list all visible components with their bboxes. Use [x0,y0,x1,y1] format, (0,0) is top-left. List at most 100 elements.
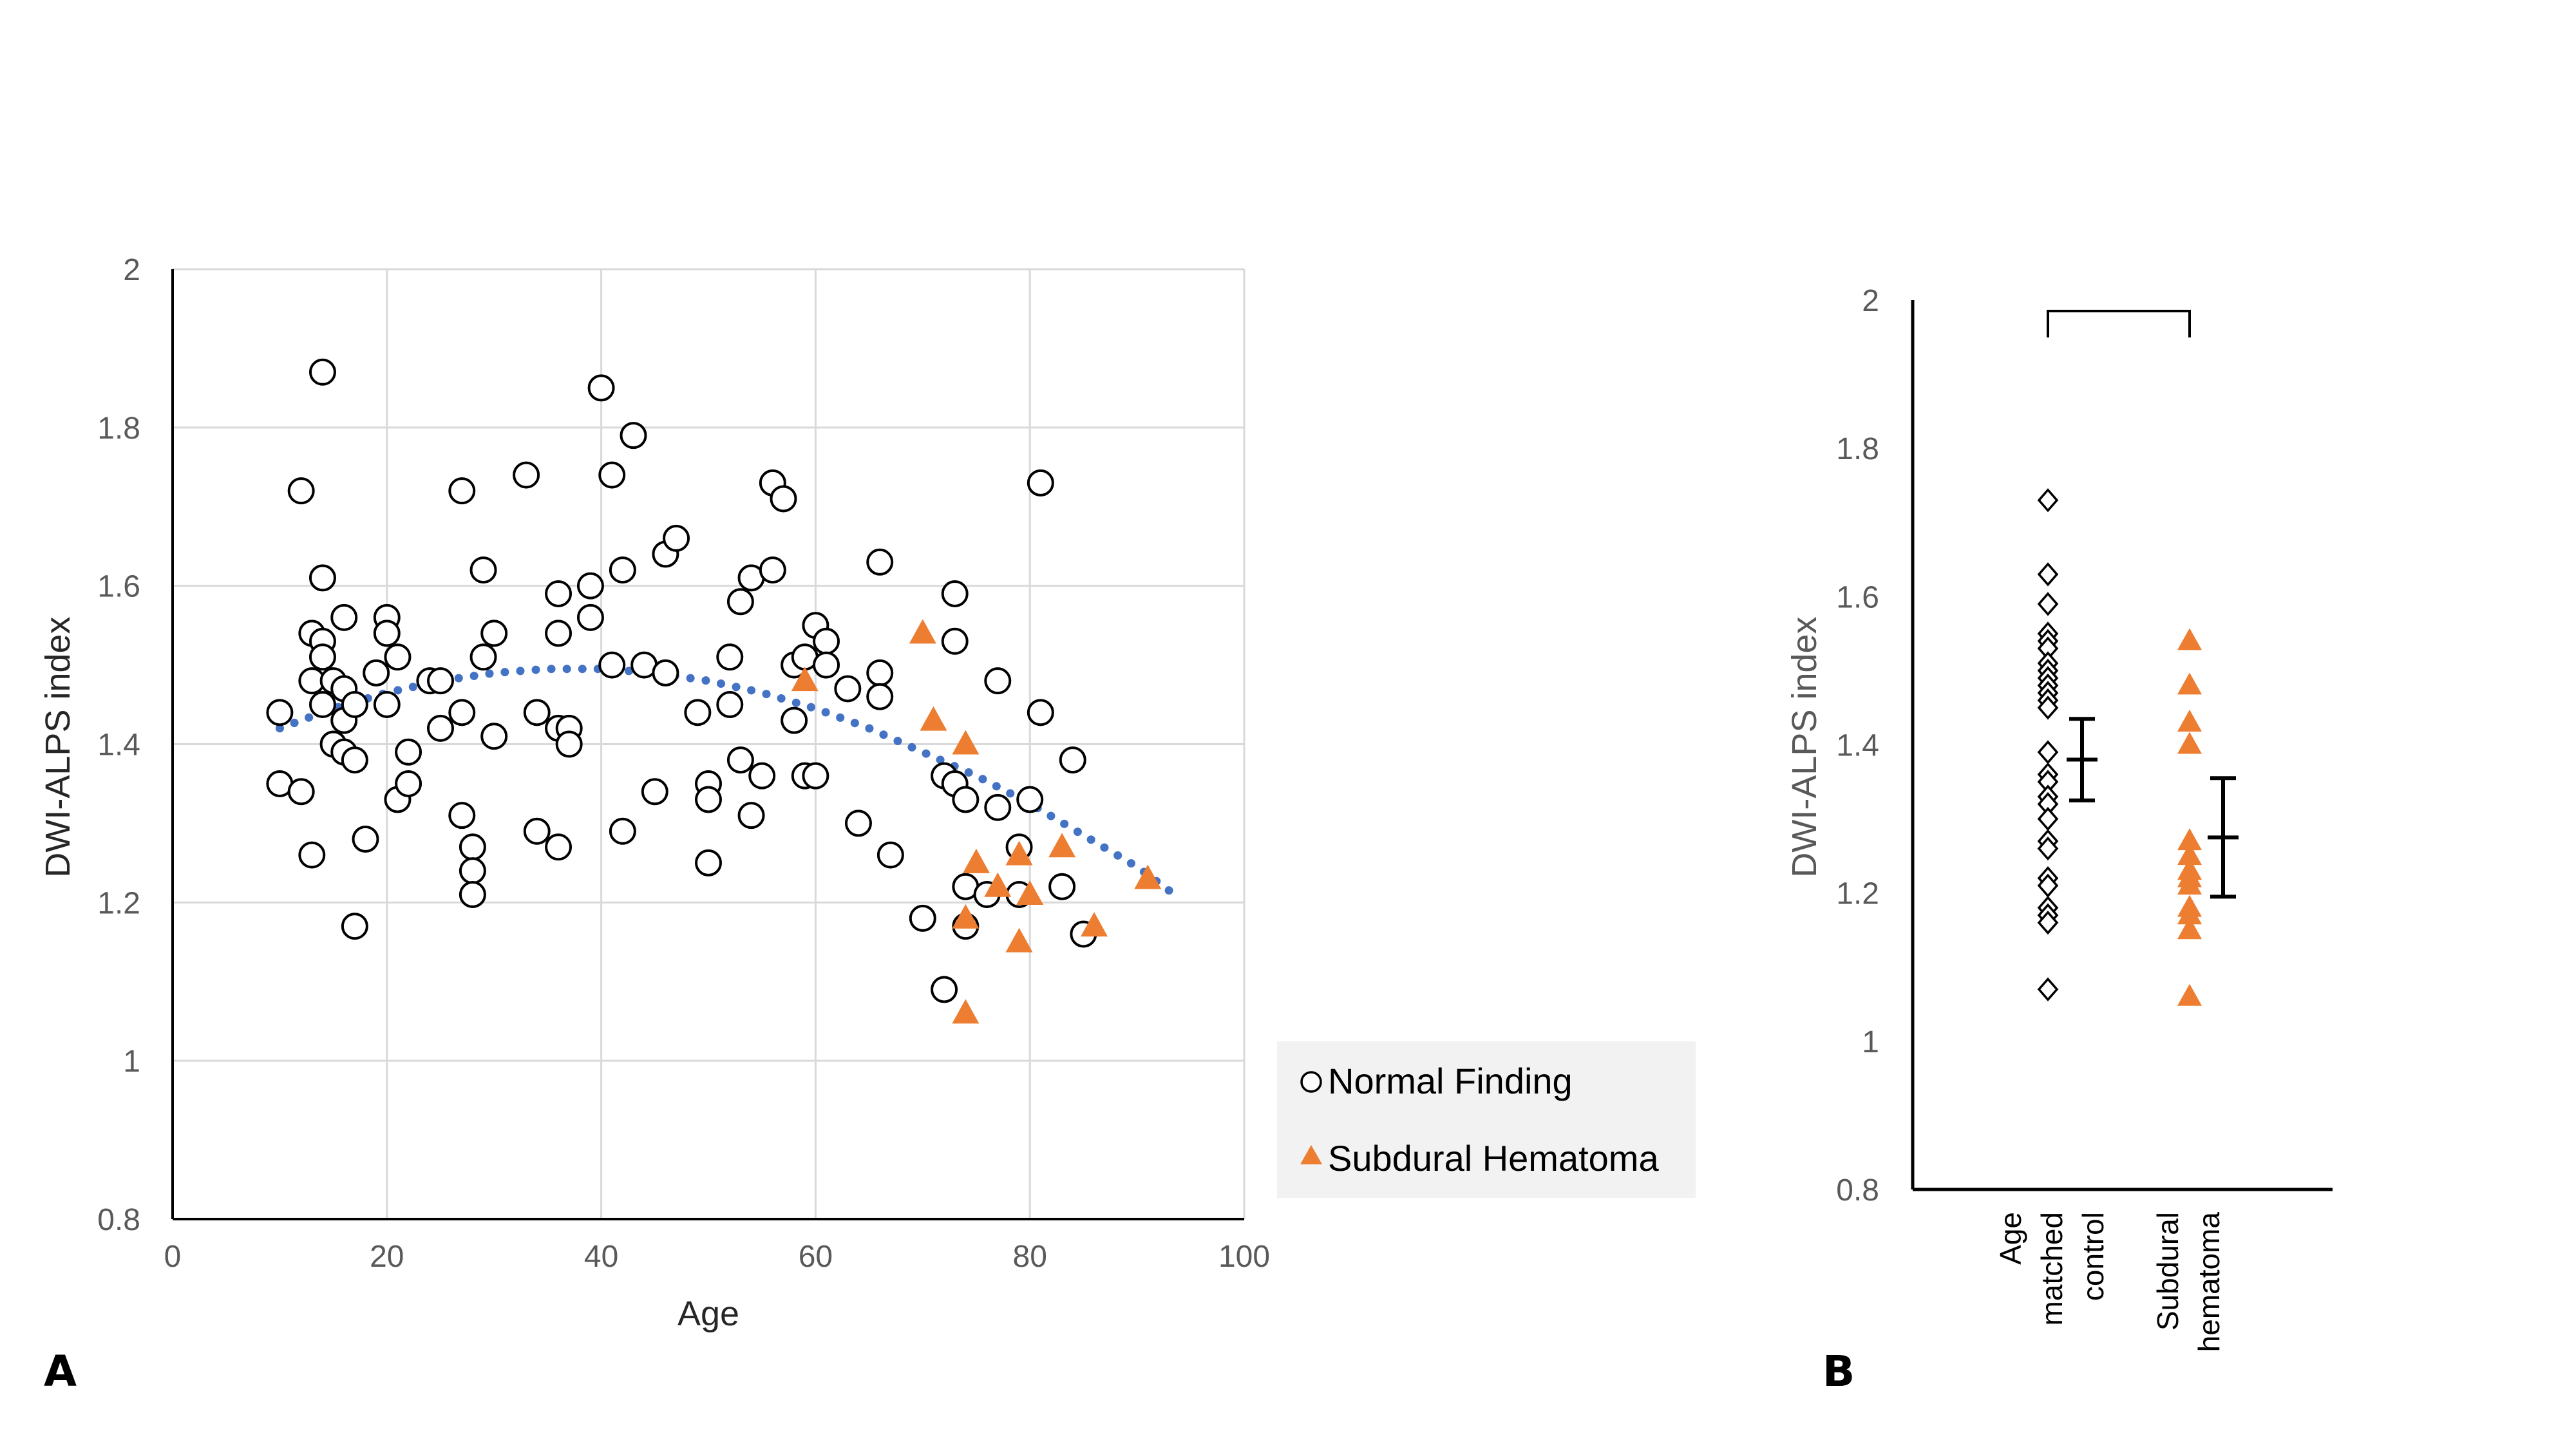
normal-finding-point [341,691,368,719]
subdural-hematoma-point [1005,927,1033,952]
normal-finding-point [737,802,765,829]
panel-b-chart: 0.8 1 1.2 1.4 1.6 1.8 2 DWI-ALPS index Age matc… [1785,284,2333,1352]
normal-finding-point [448,699,476,726]
subdural-hematoma-point [952,730,980,755]
x-tick-label: 80 [1013,1240,1047,1274]
normal-finding-point [459,857,486,885]
normal-finding-point [587,374,615,402]
normal-finding-point [287,477,315,505]
normal-finding-point [395,738,422,766]
x-tick-label: 0 [164,1240,182,1274]
hematoma-point [2177,828,2202,851]
legend: Normal Finding Subdural Hematoma [1277,1041,1696,1198]
control-point [2037,740,2059,764]
normal-finding-point [716,691,744,719]
normal-finding-point [598,651,626,679]
normal-finding-point [813,627,840,655]
control-point [2037,562,2059,587]
normal-finding-point [448,802,476,829]
panel-b-age-matched-control-points [2037,488,2059,1001]
hematoma-point [2177,902,2202,925]
normal-finding-point [684,699,712,726]
y-tick-label: 0.8 [97,1203,140,1237]
normal-finding-point [555,730,583,758]
normal-finding-point [813,651,840,679]
hematoma-point [2177,843,2202,866]
subdural-hematoma-point [1048,833,1076,858]
normal-finding-point [308,358,336,386]
panel-b-y-tick-label: 1.2 [1836,877,1879,911]
control-point [2037,977,2059,1001]
control-point [2037,488,2059,513]
normal-finding-point [352,826,379,853]
legend-label-normal-finding: Normal Finding [1328,1061,1573,1101]
normal-finding-point [931,976,958,1003]
subdural-hematoma-point [1134,864,1162,889]
x-tick-label: 20 [370,1240,404,1274]
panel-b-y-tick-label: 1.8 [1836,432,1879,466]
normal-finding-point [363,659,390,687]
subdural-hematoma-point [952,999,980,1024]
y-tick-label: 1.6 [97,570,140,604]
y-tick-label: 1.4 [97,728,140,762]
normal-finding-point [598,461,626,489]
hematoma-point [2177,732,2202,754]
subdural-hematoma-point [909,619,936,644]
normal-finding-point [480,620,508,647]
normal-finding-point [770,485,797,513]
panel-a-tick-labels: 0 20 40 60 80 100 0.8 1 1.2 1.4 1.6 1.8 2 [97,253,1270,1274]
subdural-hematoma-point [1081,912,1108,937]
subdural-hematoma-point [920,706,947,731]
normal-finding-point [759,556,786,584]
legend-label-subdural-hematoma: Subdural Hematoma [1328,1138,1659,1179]
category-label-line: control [2076,1212,2110,1301]
normal-finding-point [287,778,315,806]
panel-b-y-tick-label: 1.4 [1836,729,1879,763]
subdural-hematoma-point [1016,880,1044,905]
normal-finding-point [459,881,486,909]
normal-finding-point [373,691,401,719]
normal-finding-point [469,643,497,671]
subdural-hematoma-point [984,872,1012,897]
normal-finding-point [620,422,647,450]
hematoma-point [2177,983,2202,1006]
panel-b-error-bars [2067,717,2239,899]
normal-finding-point [576,572,604,600]
normal-finding-point [1016,786,1044,813]
legend-triangle-marker [1300,1145,1322,1164]
normal-finding-point [909,904,936,932]
x-tick-label: 100 [1218,1240,1270,1274]
category-label-line: matched [2035,1212,2069,1325]
panel-b-y-tick-label: 1.6 [1836,580,1879,614]
panel-a-chart: 0 20 40 60 80 100 0.8 1 1.2 1.4 1.6 1.8 2 Age DWI-AL… [39,253,1270,1333]
x-tick-label: 60 [799,1240,833,1274]
normal-finding-point [395,770,422,797]
normal-finding-point [448,477,476,505]
panel-label-b: B [1823,1347,1855,1396]
normal-finding-point [308,691,336,719]
normal-finding-point [308,564,336,592]
subdural-hematoma-point [963,848,990,873]
control-point [2037,836,2059,861]
panel-label-a: A [44,1347,77,1396]
panel-a-x-axis-title: Age [677,1294,739,1333]
normal-finding-point [523,699,551,726]
normal-finding-point [469,556,497,584]
normal-finding-point [984,667,1012,695]
normal-finding-point [1027,699,1054,726]
normal-finding-point [384,643,412,671]
subdural-hematoma-point [791,667,819,692]
panel-a-normal-finding-points [266,358,1097,1003]
panel-b-subdural-hematoma-points [2177,628,2202,1006]
panel-b-y-axis-title: DWI-ALPS index [1785,616,1824,877]
normal-finding-point [1059,746,1086,774]
normal-finding-point [427,667,454,695]
normal-finding-point [1027,469,1054,497]
hematoma-point [2177,917,2202,940]
normal-finding-point [545,620,573,647]
normal-finding-point [641,778,668,806]
panel-b-tick-labels: 0.8 1 1.2 1.4 1.6 1.8 2 [1836,284,1879,1208]
category-label-line: Subdural [2151,1212,2184,1331]
normal-finding-point [866,548,894,576]
normal-finding-point [341,913,368,940]
